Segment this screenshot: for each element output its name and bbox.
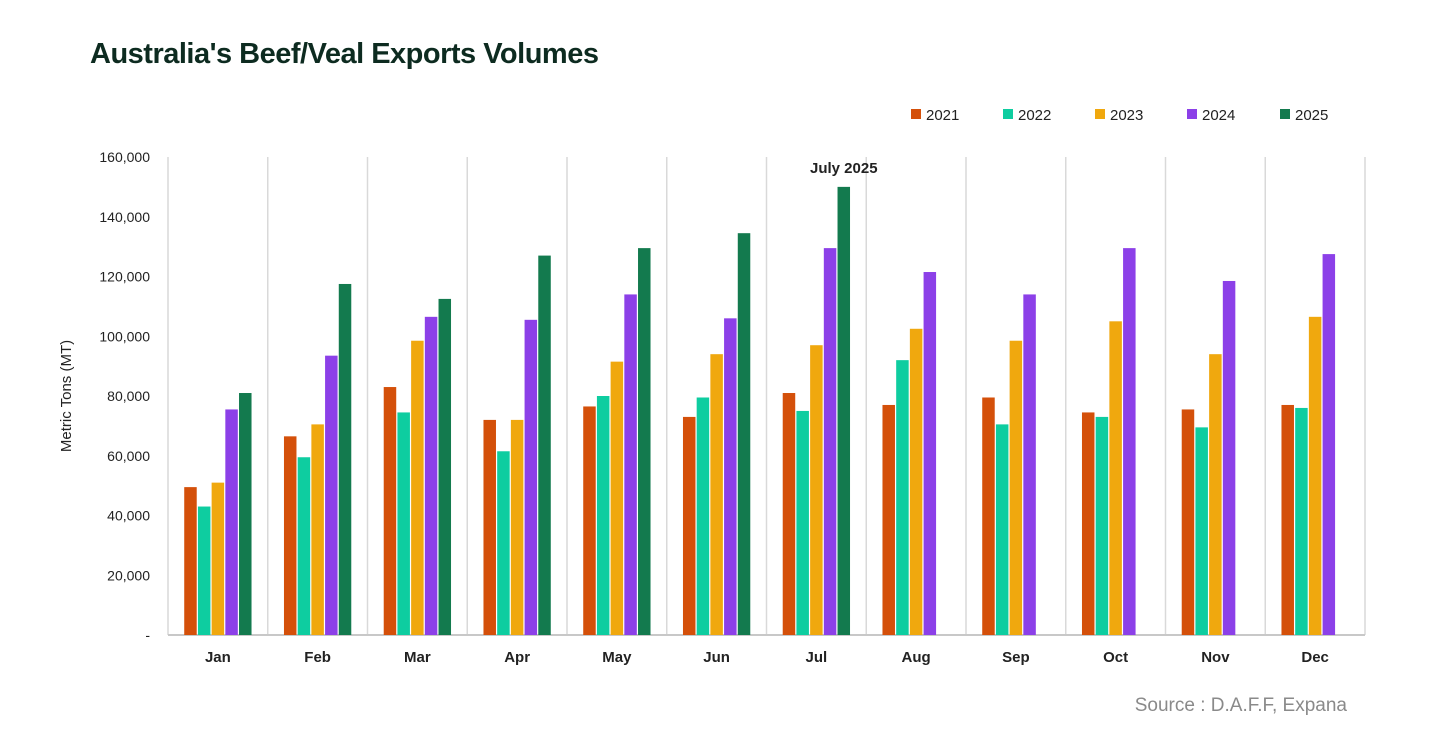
category-gridlines bbox=[167, 157, 1366, 635]
bar-2021-feb bbox=[283, 436, 297, 635]
bar-2021-apr bbox=[483, 419, 496, 635]
x-tick-label: Aug bbox=[902, 649, 931, 666]
bar-2025-jul bbox=[837, 186, 851, 635]
bar-2024-may bbox=[624, 294, 637, 635]
bar-2021-nov bbox=[1181, 409, 1195, 635]
x-tick-label: May bbox=[602, 649, 632, 666]
legend-label-2024: 2024 bbox=[1202, 107, 1235, 124]
x-tick-label: Jan bbox=[205, 649, 231, 666]
legend-label-2023: 2023 bbox=[1110, 107, 1143, 124]
legend-swatch-2021 bbox=[911, 109, 921, 119]
y-axis-ticks: - 20,000 40,000 60,000 80,000 100,000 120,000 1… bbox=[99, 149, 150, 643]
bar-2024-nov bbox=[1222, 280, 1236, 635]
annotations: July 2025 bbox=[810, 160, 878, 177]
bar-2022-mar bbox=[397, 412, 410, 635]
bar-2025-jun bbox=[737, 233, 751, 635]
bar-2022-nov bbox=[1195, 427, 1208, 635]
bar-2023-jun bbox=[710, 354, 723, 635]
bar-2022-dec bbox=[1295, 407, 1308, 635]
bar-2023-apr bbox=[510, 419, 524, 635]
bar-2024-jul bbox=[823, 248, 837, 635]
bar-2021-jun bbox=[682, 416, 696, 635]
legend-label-2022: 2022 bbox=[1018, 107, 1051, 124]
y-tick-label: - bbox=[145, 627, 150, 643]
bar-2022-feb bbox=[297, 457, 311, 635]
bar-2021-sep bbox=[982, 397, 995, 635]
bar-2024-sep bbox=[1023, 294, 1036, 635]
bar-2022-jun bbox=[696, 397, 710, 635]
source-note: Source : D.A.F.F, Expana bbox=[1134, 695, 1347, 716]
x-tick-label: Oct bbox=[1103, 649, 1128, 666]
x-tick-label: Apr bbox=[504, 649, 530, 666]
bar-2023-feb bbox=[311, 424, 324, 635]
annotation-label: July 2025 bbox=[810, 160, 878, 177]
x-tick-label: Jun bbox=[703, 649, 730, 666]
bar-2024-aug bbox=[923, 272, 937, 635]
bar-2022-aug bbox=[896, 360, 909, 635]
bar-2023-mar bbox=[411, 340, 424, 635]
bar-2021-oct bbox=[1081, 412, 1095, 635]
bar-2023-nov bbox=[1209, 354, 1222, 635]
legend-label-2021: 2021 bbox=[926, 107, 959, 124]
y-tick-label: 160,000 bbox=[99, 149, 150, 165]
bar-2024-dec bbox=[1322, 254, 1336, 635]
bars-group bbox=[184, 186, 1336, 635]
legend-label-2025: 2025 bbox=[1295, 107, 1328, 124]
bar-2025-mar bbox=[438, 298, 452, 635]
y-tick-label: 140,000 bbox=[99, 209, 150, 225]
bar-2023-oct bbox=[1109, 321, 1122, 635]
bar-2024-apr bbox=[524, 319, 538, 635]
bar-2022-sep bbox=[995, 424, 1009, 635]
bar-2025-feb bbox=[338, 283, 352, 635]
x-tick-label: Nov bbox=[1201, 649, 1230, 666]
x-axis-ticks: Jan Feb Mar Apr May Jun Jul Aug Sep Oct Nov Dec bbox=[205, 649, 1329, 666]
x-tick-label: Dec bbox=[1301, 649, 1329, 666]
bar-2023-dec bbox=[1308, 316, 1322, 635]
bar-2021-may bbox=[583, 406, 596, 635]
x-tick-label: Feb bbox=[304, 649, 331, 666]
y-tick-label: 120,000 bbox=[99, 269, 150, 285]
bar-2024-feb bbox=[325, 355, 338, 635]
y-tick-label: 40,000 bbox=[107, 508, 150, 524]
legend-swatch-2022 bbox=[1003, 109, 1013, 119]
x-tick-label: Mar bbox=[404, 649, 431, 666]
bar-2025-jan bbox=[239, 393, 252, 635]
bar-2024-oct bbox=[1123, 248, 1136, 635]
bar-2022-jan bbox=[197, 506, 211, 635]
legend: 2021 2022 2023 2024 2025 bbox=[911, 107, 1328, 124]
bar-2022-may bbox=[596, 396, 610, 635]
y-tick-label: 60,000 bbox=[107, 448, 150, 464]
legend-swatch-2024 bbox=[1187, 109, 1197, 119]
legend-swatch-2023 bbox=[1095, 109, 1105, 119]
bar-2021-aug bbox=[882, 404, 895, 635]
x-tick-label: Sep bbox=[1002, 649, 1030, 666]
bar-2021-mar bbox=[383, 387, 397, 635]
bar-2021-jul bbox=[782, 393, 796, 635]
bar-2023-jul bbox=[810, 345, 823, 635]
y-axis-label: Metric Tons (MT) bbox=[58, 340, 75, 452]
chart-title: Australia's Beef/Veal Exports Volumes bbox=[90, 38, 599, 70]
y-tick-label: 20,000 bbox=[107, 567, 150, 583]
bar-2022-oct bbox=[1095, 416, 1109, 635]
y-tick-label: 100,000 bbox=[99, 328, 150, 344]
bar-2024-jan bbox=[225, 409, 238, 635]
bar-2022-jul bbox=[796, 410, 809, 635]
bar-2025-may bbox=[638, 248, 651, 635]
bar-2022-apr bbox=[497, 451, 510, 635]
legend-swatch-2025 bbox=[1280, 109, 1290, 119]
x-tick-label: Jul bbox=[806, 649, 828, 666]
bar-2023-aug bbox=[909, 328, 923, 635]
bar-2023-may bbox=[610, 361, 624, 635]
bar-2024-jun bbox=[724, 318, 737, 635]
y-tick-label: 80,000 bbox=[107, 388, 150, 404]
bar-2023-sep bbox=[1009, 340, 1023, 635]
bar-2023-jan bbox=[211, 482, 225, 635]
bar-2021-dec bbox=[1281, 404, 1294, 635]
bar-2024-mar bbox=[424, 316, 438, 635]
bar-2021-jan bbox=[184, 487, 197, 635]
bar-2025-apr bbox=[538, 255, 551, 635]
